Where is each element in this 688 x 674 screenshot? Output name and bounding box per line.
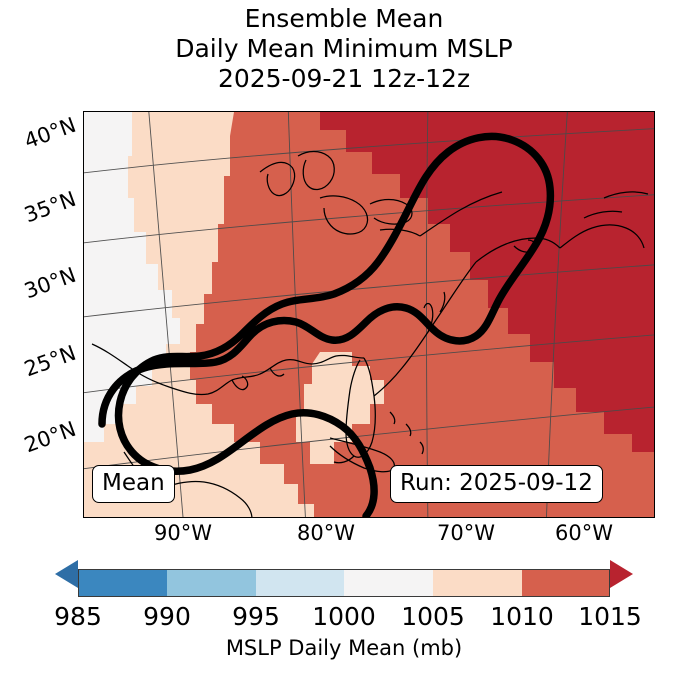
colorbar-band-995-1000 bbox=[256, 569, 344, 597]
mean-contour bbox=[98, 132, 555, 517]
lat-label-25n: 25°N bbox=[21, 340, 80, 382]
colorbar bbox=[78, 569, 610, 597]
lat-label-40n: 40°N bbox=[21, 112, 80, 154]
colorbar-over-arrow bbox=[610, 560, 633, 588]
lon-label-70w: 70°W bbox=[437, 521, 495, 545]
lon-label-80w: 80°W bbox=[297, 521, 355, 545]
colorbar-under-arrow bbox=[55, 560, 78, 588]
colorbar-tick-1000: 1000 bbox=[312, 602, 376, 631]
lon-label-90w: 90°W bbox=[154, 521, 212, 545]
colorbar-axis-label: MSLP Daily Mean (mb) bbox=[225, 636, 463, 660]
title-line-3: 2025-09-21 12z-12z bbox=[217, 64, 471, 93]
colorbar-region: 985 990 995 1000 1005 1010 1015 MSLP Dai… bbox=[0, 560, 688, 674]
lat-label-30n: 30°N bbox=[21, 262, 80, 304]
lon-label-60w: 60°W bbox=[555, 521, 613, 545]
colorbar-band-1010-1015 bbox=[522, 569, 610, 597]
colorbar-tick-1010: 1010 bbox=[490, 602, 554, 631]
run-annotation-box: Run: 2025-09-12 bbox=[390, 465, 603, 503]
colorbar-band-985-990 bbox=[78, 569, 167, 597]
map-axes bbox=[83, 111, 655, 518]
lat-label-20n: 20°N bbox=[21, 416, 80, 458]
colorbar-band-990-995 bbox=[167, 569, 256, 597]
mean-annotation-box: Mean bbox=[92, 465, 175, 503]
colorbar-tick-995: 995 bbox=[232, 602, 280, 631]
colorbar-tick-990: 990 bbox=[143, 602, 191, 631]
fill-pocket-florida bbox=[296, 352, 384, 464]
colorbar-tick-1015: 1015 bbox=[578, 602, 642, 631]
colorbar-band-1000-1005 bbox=[344, 569, 433, 597]
colorbar-band-1005-1010 bbox=[433, 569, 522, 597]
colorbar-tick-1005: 1005 bbox=[401, 602, 465, 631]
colorbar-outline bbox=[78, 569, 610, 597]
map-plot bbox=[84, 112, 654, 517]
title-line-2: Daily Mean Minimum MSLP bbox=[175, 34, 513, 63]
title-line-1: Ensemble Mean bbox=[244, 4, 444, 33]
fill-band-above-1015 bbox=[320, 112, 654, 452]
lat-label-35n: 35°N bbox=[21, 186, 80, 228]
figure-title: Ensemble Mean Daily Mean Minimum MSLP 20… bbox=[0, 4, 688, 94]
colorbar-tick-985: 985 bbox=[54, 602, 102, 631]
